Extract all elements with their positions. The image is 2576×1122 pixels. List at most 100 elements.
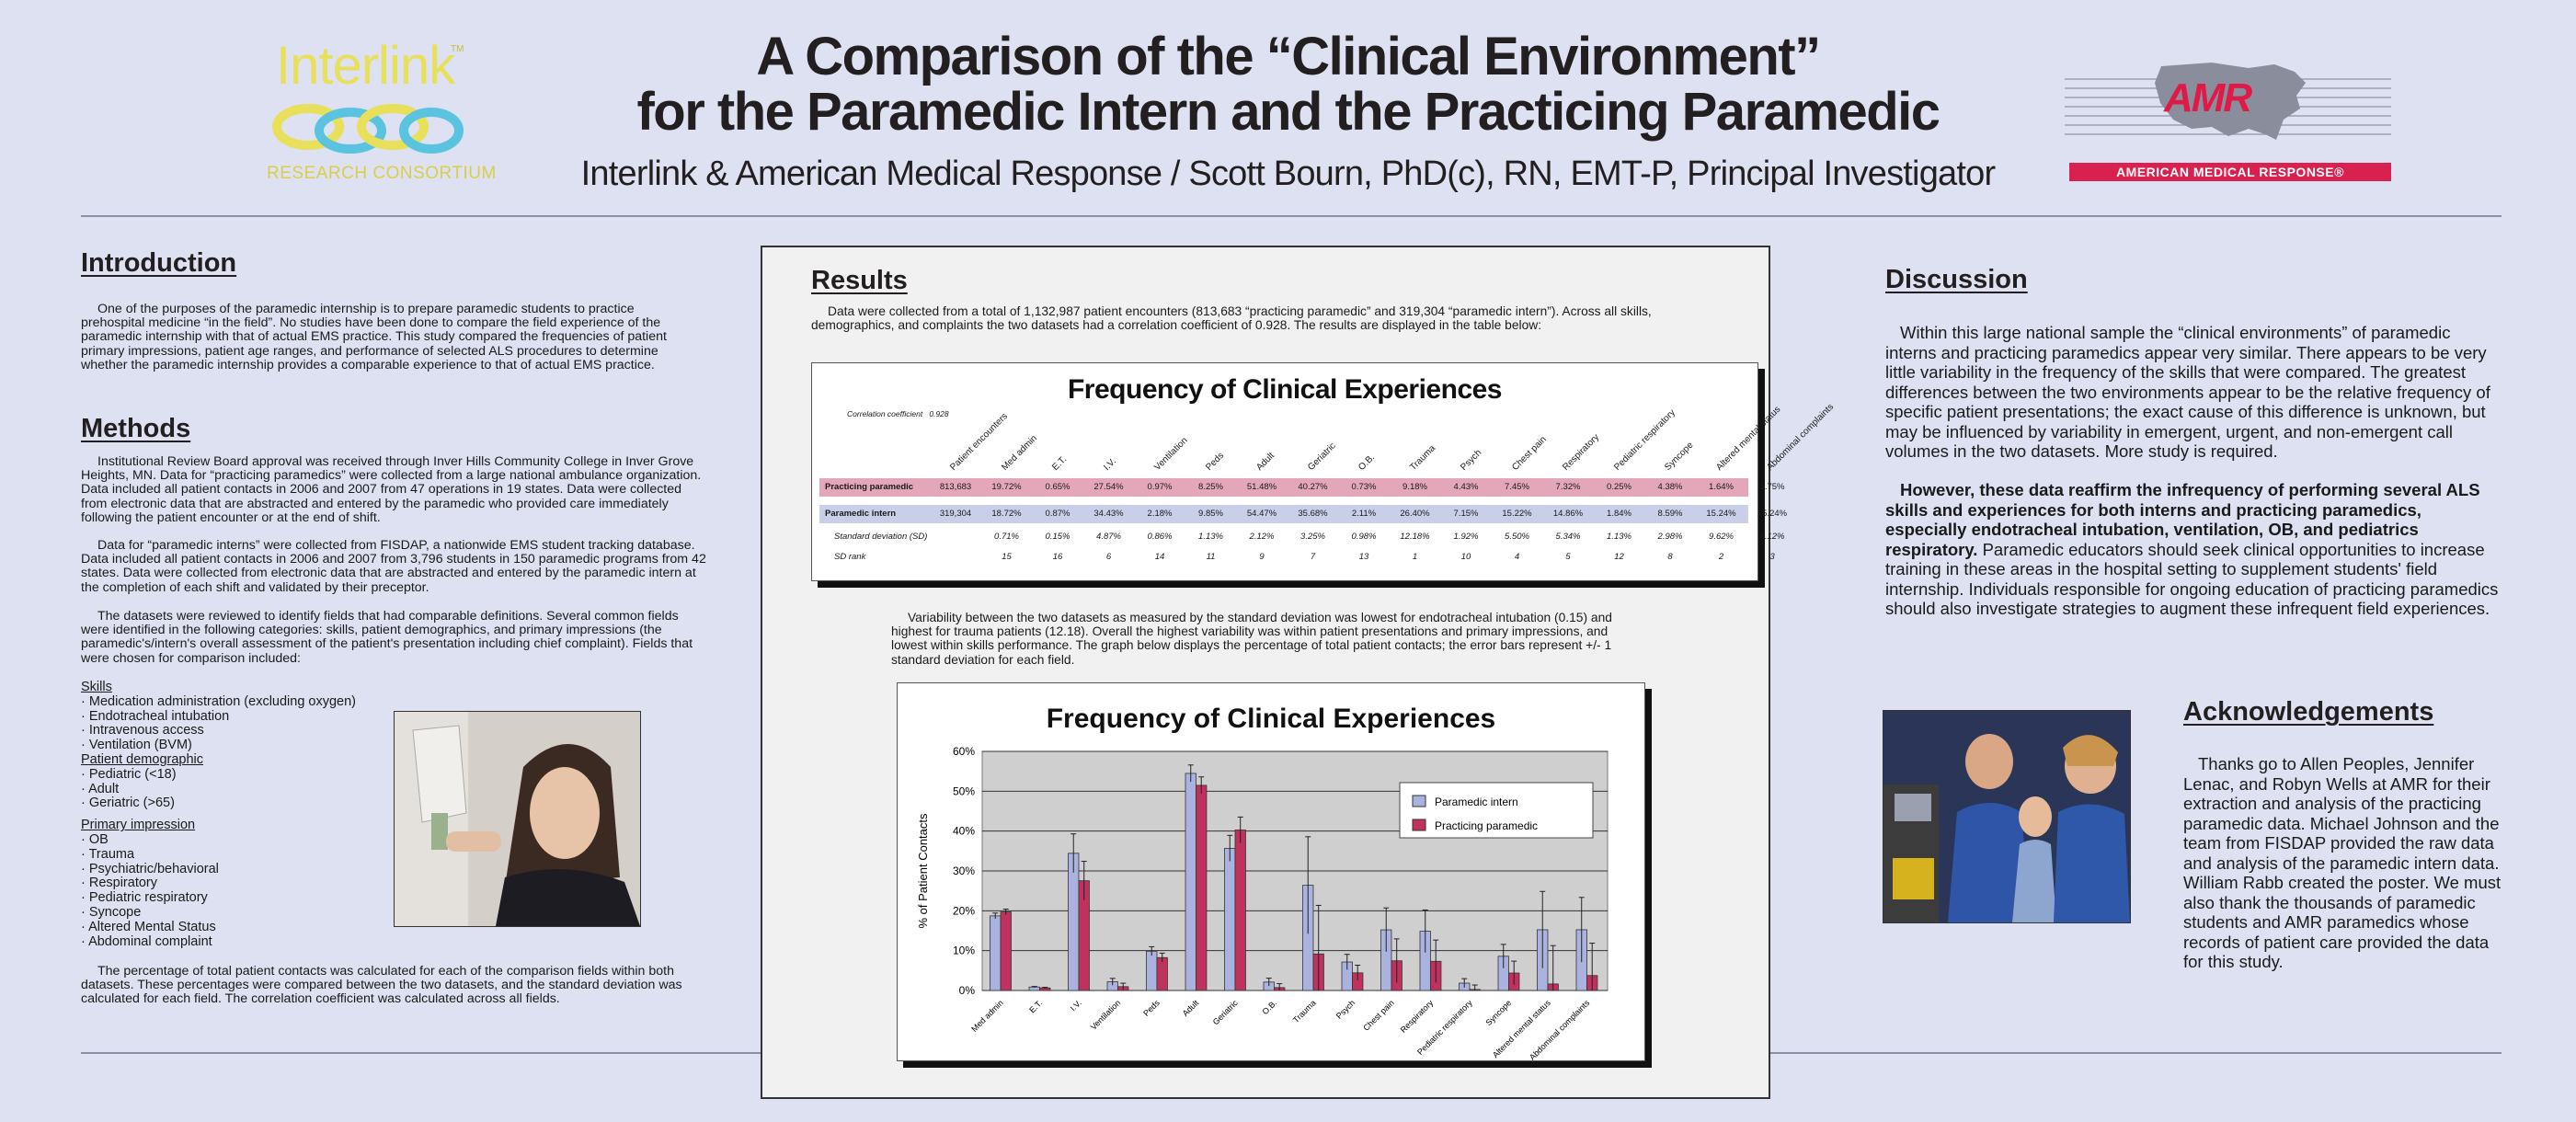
- y-tick-label: 60%: [953, 745, 975, 758]
- table-cell: 0.73%: [1351, 482, 1377, 492]
- table-cell: 12.18%: [1400, 532, 1430, 542]
- list-item: Altered Mental Status: [81, 920, 384, 935]
- frequency-table: Frequency of Clinical Experiences Correl…: [811, 362, 1836, 581]
- correlation-label: Correlation coefficient 0.928: [847, 409, 949, 418]
- bar-practicing: [1000, 911, 1012, 991]
- correlation-value: 0.928: [929, 409, 949, 418]
- table-cell: 3: [1769, 552, 1775, 562]
- discussion-p2-rest: Paramedic educators should seek clinical…: [1885, 539, 2499, 619]
- table-cell: 7: [1310, 552, 1316, 562]
- footer-rule-left: [81, 1052, 761, 1054]
- list-item: Intravenous access: [81, 724, 384, 738]
- list-item: Respiratory: [81, 876, 384, 891]
- table-column-header: Trauma: [1407, 443, 1437, 473]
- table-row-label: Standard deviation (SD): [834, 532, 928, 542]
- y-tick-label: 50%: [953, 784, 975, 797]
- legend-swatch: [1412, 819, 1426, 831]
- table-column-header: Ventilation: [1152, 435, 1190, 473]
- table-cell: 27.54%: [1093, 482, 1124, 492]
- table-column-header: Respiratory: [1561, 432, 1602, 473]
- list-item: Psychiatric/behavioral: [81, 862, 384, 877]
- table-cell: 1.13%: [1607, 532, 1631, 542]
- table-cell: 26.40%: [1400, 509, 1430, 519]
- table-cell: 8: [1667, 552, 1673, 562]
- discussion-heading: Discussion: [1885, 265, 2028, 294]
- introduction-heading: Introduction: [81, 248, 237, 278]
- table-cell: 15.22%: [1502, 509, 1532, 519]
- methods-p3: The datasets were reviewed to identify f…: [81, 609, 693, 666]
- table-cell: 1.13%: [1198, 532, 1223, 542]
- x-tick-label: I.V.: [1069, 998, 1083, 1013]
- x-tick-label: Med admin: [969, 998, 1005, 1034]
- bar-intern: [1068, 853, 1080, 991]
- results-middle: Variability between the two datasets as …: [891, 611, 1612, 667]
- table-cell: 813,683: [939, 482, 972, 492]
- x-tick-label: Chest pain: [1361, 998, 1395, 1032]
- table-column-header: Syncope: [1663, 440, 1696, 473]
- amr-us-map-icon: [2065, 63, 2391, 140]
- y-tick-label: 10%: [953, 945, 975, 957]
- y-tick-label: 40%: [953, 825, 975, 838]
- table-column-header: Adult: [1254, 451, 1277, 473]
- practicing-row-band: [819, 478, 1748, 497]
- list-item: Abdominal complaint: [81, 934, 384, 950]
- paramedics-child-image: [1883, 711, 2130, 922]
- legend-box: [1399, 782, 1594, 839]
- table-cell: 2: [1718, 552, 1724, 562]
- bar-practicing: [1196, 784, 1208, 991]
- paramedics-photo: [1883, 710, 2131, 923]
- table-cell: 1.92%: [1453, 532, 1479, 542]
- table-column-header: I.V.: [1101, 456, 1118, 473]
- table-cell: 9.18%: [1402, 482, 1427, 492]
- legend-label: Paramedic intern: [1435, 796, 1518, 808]
- table-cell: 14: [1154, 552, 1165, 562]
- table-cell: 15.24%: [1706, 509, 1736, 519]
- table-cell: 4.38%: [1657, 482, 1683, 492]
- table-cell: 19.72%: [991, 482, 1022, 492]
- table-cell: 51.48%: [1246, 482, 1277, 492]
- table-cell: 9: [1259, 552, 1265, 562]
- results-heading: Results: [811, 266, 908, 295]
- table-cell: 4: [1514, 552, 1520, 562]
- x-tick-label: Geriatric: [1211, 998, 1240, 1026]
- bar-practicing: [1156, 956, 1168, 991]
- y-tick-label: 30%: [953, 864, 975, 877]
- table-cell: 0.98%: [1351, 532, 1377, 542]
- poster-title-line1: A Comparison of the “Clinical Environmen…: [756, 27, 1821, 86]
- bar-intern: [1146, 950, 1158, 991]
- table-cell: 13: [1358, 552, 1369, 562]
- list-item: Endotracheal intubation: [81, 709, 384, 725]
- table-cell: 2.11%: [1351, 509, 1377, 519]
- methods-p4: The percentage of total patient contacts…: [81, 964, 682, 1007]
- bar-practicing: [1234, 830, 1246, 991]
- x-tick-label: Syncope: [1483, 998, 1513, 1027]
- y-axis-label: % of Patient Contacts: [916, 813, 930, 929]
- table-cell: 7.15%: [1453, 509, 1479, 519]
- results-panel: Results Data were collected from a total…: [761, 246, 1836, 1099]
- table-cell: 3.25%: [1300, 532, 1325, 542]
- table-column-header: Peds: [1203, 451, 1226, 473]
- table-column-header: Chest pain: [1509, 434, 1549, 473]
- x-tick-label: Respiratory: [1399, 998, 1436, 1035]
- list-item: Pediatric (<18): [81, 767, 384, 783]
- list-item: Geriatric (>65): [81, 796, 384, 811]
- table-cell: 319,304: [939, 509, 972, 519]
- table-title: Frequency of Clinical Experiences: [1067, 374, 1503, 405]
- table-cell: 15: [1002, 552, 1012, 562]
- table-cell: 12: [1614, 552, 1624, 562]
- amr-logo: AMR AMERICAN MEDICAL RESPONSE®: [2065, 55, 2391, 184]
- y-tick-label: 20%: [953, 904, 975, 917]
- table-cell: 34.43%: [1093, 509, 1124, 519]
- frequency-chart: Frequency of Clinical Experiences 0% 10% 20…: [897, 682, 1645, 1062]
- poster-title-line2: for the Paramedic Intern and the Practic…: [636, 82, 1941, 142]
- bar-chart: Frequency of Clinical Experiences 0% 10% 20…: [916, 704, 1609, 1062]
- table-row-label: SD rank: [834, 552, 866, 562]
- demographic-heading: Patient demographic: [81, 751, 203, 767]
- list-item: Syncope: [81, 905, 384, 921]
- table-column-header: Psych: [1459, 447, 1484, 473]
- student-iv-bag-image: [395, 712, 640, 926]
- table-cell: 0.25%: [1607, 482, 1631, 492]
- table-cell: 35.68%: [1298, 509, 1328, 519]
- introduction-text: One of the purposes of the paramedic int…: [81, 302, 667, 372]
- x-tick-label: E.T.: [1027, 998, 1044, 1014]
